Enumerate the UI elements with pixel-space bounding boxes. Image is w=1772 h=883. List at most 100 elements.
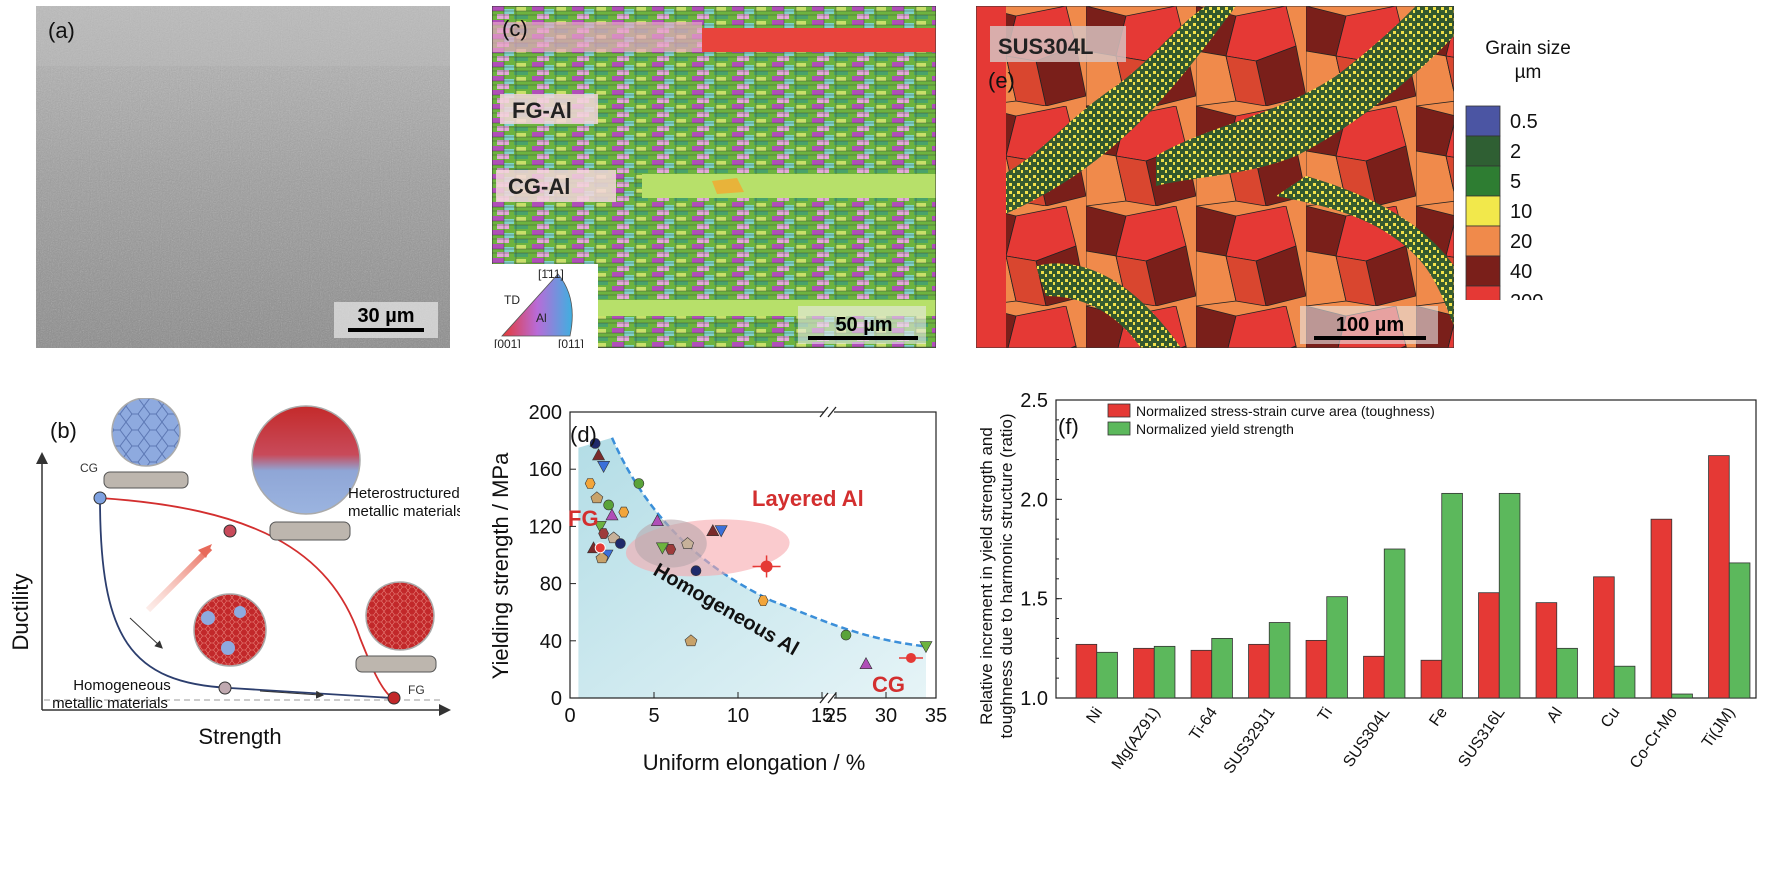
panel-f-bar-yield	[1613, 665, 1636, 699]
panel-f-chart: 1.01.52.02.5Ni Mg(AZ91) Ti-64 SUS329J1 Ti SUS…	[977, 390, 1757, 777]
panel-f-bar-toughness	[1133, 647, 1155, 699]
panel-e: SUS304L (e) 100 µm	[976, 6, 1454, 348]
panel-e-legend-value: 200	[1510, 291, 1543, 300]
panel-f-category-label: Cu	[1598, 705, 1624, 732]
panel-b-diagram: (b) Ductility Strength CG Heterostructur…	[8, 398, 460, 749]
panel-b-fg-point	[387, 691, 401, 705]
panel-f-bar-yield	[1671, 693, 1693, 699]
panel-f-bar-yield	[1268, 622, 1291, 699]
panel-d-data-point	[859, 657, 873, 669]
panel-f-category-label: Ti-64	[1187, 704, 1222, 743]
panel-f-y-label-1: Relative increment in yield strength and	[977, 427, 996, 725]
panel-e-legend-svg: Grain size µm 0.5 2 5 10 20 40 200	[1465, 38, 1571, 300]
panel-d-cg-point	[906, 652, 916, 663]
panel-f-y-tick: 1.0	[1020, 688, 1048, 710]
panel-f-y-tick: 2.0	[1020, 489, 1048, 511]
panel-f-bar-yield	[1153, 645, 1176, 699]
panel-f-bar-yield	[1728, 562, 1751, 699]
panel-d-data-point	[665, 543, 677, 555]
panel-d: 0 40 80 120 160 200 0 5 10 15 25 30 35 Yielding stre…	[486, 396, 958, 782]
panel-d-cg-label: CG	[872, 672, 905, 697]
panel-e-legend-title-1: Grain size	[1485, 38, 1571, 59]
panel-f-y-tick: 2.5	[1020, 390, 1048, 412]
panel-e-scale-text: 100 µm	[1336, 314, 1404, 336]
panel-f-bar-toughness	[1708, 455, 1730, 699]
panel-f-bar-yield	[1326, 596, 1348, 699]
panel-f-bar-yield	[1441, 492, 1463, 699]
panel-f-category-label: Mg(AZ91)	[1109, 705, 1164, 773]
panel-f-y-tick: 1.5	[1020, 589, 1048, 611]
panel-c-label: (c)	[502, 16, 528, 41]
panel-d-transition-region	[634, 519, 707, 568]
panel-f-label: (f)	[1058, 414, 1079, 439]
panel-f-bar-toughness	[1420, 659, 1443, 699]
panel-f-bar-toughness	[1650, 518, 1673, 699]
panel-d-x-tick: 15	[811, 705, 833, 727]
panel-d-data-point	[757, 595, 769, 607]
panel-d-label: (d)	[570, 422, 597, 447]
panel-d-data-point	[633, 478, 645, 489]
panel-f-legend-yield: Normalized yield strength	[1136, 421, 1294, 437]
panel-d-data-point	[840, 629, 852, 641]
panel-b-hetero-curve	[99, 497, 393, 699]
panel-e-legend-value: 20	[1510, 231, 1532, 253]
panel-d-data-point	[589, 438, 601, 449]
panel-d-y-label: Yielding strength / MPa	[488, 452, 513, 679]
panel-f-bar-yield	[1096, 651, 1118, 699]
panel-f-bar-toughness	[1190, 649, 1213, 699]
panel-d-data-point	[650, 514, 664, 526]
panel-f-bar-yield	[1383, 548, 1406, 699]
panel-f-bar-toughness	[1075, 643, 1098, 699]
panel-c-ipf-right: [011]	[558, 337, 584, 348]
panel-d-data-point	[714, 525, 728, 538]
panel-f-legend-swatch-toughness	[1107, 403, 1131, 418]
panel-f-bar-toughness	[1363, 655, 1385, 699]
panel-d-data-point	[603, 499, 614, 511]
panel-b-x-label: Strength	[198, 724, 281, 749]
panel-d-data-point	[590, 491, 604, 504]
panel-f-category-label: SUS329J1	[1221, 704, 1279, 776]
panel-f-y-label-2: toughness due to harmonic structure (rat…	[997, 413, 1016, 738]
panel-e-legend-value: 5	[1510, 171, 1521, 193]
panel-d-fg-label: FG	[568, 506, 599, 531]
panel-b-hetero-structure	[251, 405, 361, 515]
panel-d-x-label: Uniform elongation / %	[643, 750, 866, 775]
panel-e-legend-value: 2	[1510, 141, 1521, 163]
panel-d-data-point	[595, 551, 609, 564]
panel-d-y-tick: 0	[551, 688, 562, 710]
panel-b-harmonic-structure	[193, 593, 267, 667]
panel-f-category-label: Ti(JM)	[1699, 705, 1739, 751]
panel-b-hetero-label-2: metallic materials	[348, 503, 460, 520]
panel-d-layered-label: Layered Al	[752, 486, 864, 511]
panel-d-data-point	[598, 528, 609, 539]
panel-b-homogeneous-curve	[99, 497, 393, 699]
panel-d-y-tick: 160	[529, 459, 562, 481]
panel-e-legend-swatch	[1465, 255, 1501, 287]
panel-f-category-label: SUS304L	[1340, 704, 1393, 770]
panel-d-layered-point	[760, 560, 773, 573]
panel-d-data-point	[690, 565, 702, 577]
panel-b-cg-point	[93, 491, 107, 505]
panel-d-x-tick: 5	[648, 705, 659, 727]
panel-f-category-label: Ni	[1083, 705, 1106, 727]
panel-e-grain-map: SUS304L (e) 100 µm	[976, 6, 1454, 348]
panel-c-ipf-al: Al	[536, 311, 547, 325]
panel-d-data-point	[706, 524, 720, 536]
panel-b-fg-label: FG	[408, 683, 425, 697]
panel-d-boundary-curve	[610, 437, 927, 648]
panel-d-data-point	[605, 508, 619, 521]
panel-f-legend-toughness: Normalized stress-strain curve area (tou…	[1136, 403, 1435, 419]
panel-d-homogeneous-region	[578, 437, 926, 698]
panel-c-ipf-top: [1̄11]	[538, 267, 564, 281]
panel-a-scale-bar	[348, 328, 424, 332]
panel-d-x-tick: 35	[925, 705, 947, 727]
panel-f-bar-yield	[1498, 492, 1521, 699]
panel-c-ebsd-map: (c) FG-Al CG-Al [1̄11] TD Al [001] [011]…	[492, 6, 936, 348]
panel-d-fg-point	[594, 542, 606, 554]
panel-b: (b) Ductility Strength CG Heterostructur…	[0, 398, 460, 758]
panel-f-bar-toughness	[1248, 643, 1270, 699]
panel-d-x-tick: 0	[564, 705, 575, 727]
panel-f-bar-toughness	[1535, 602, 1558, 699]
panel-f-bar-toughness	[1478, 592, 1500, 699]
